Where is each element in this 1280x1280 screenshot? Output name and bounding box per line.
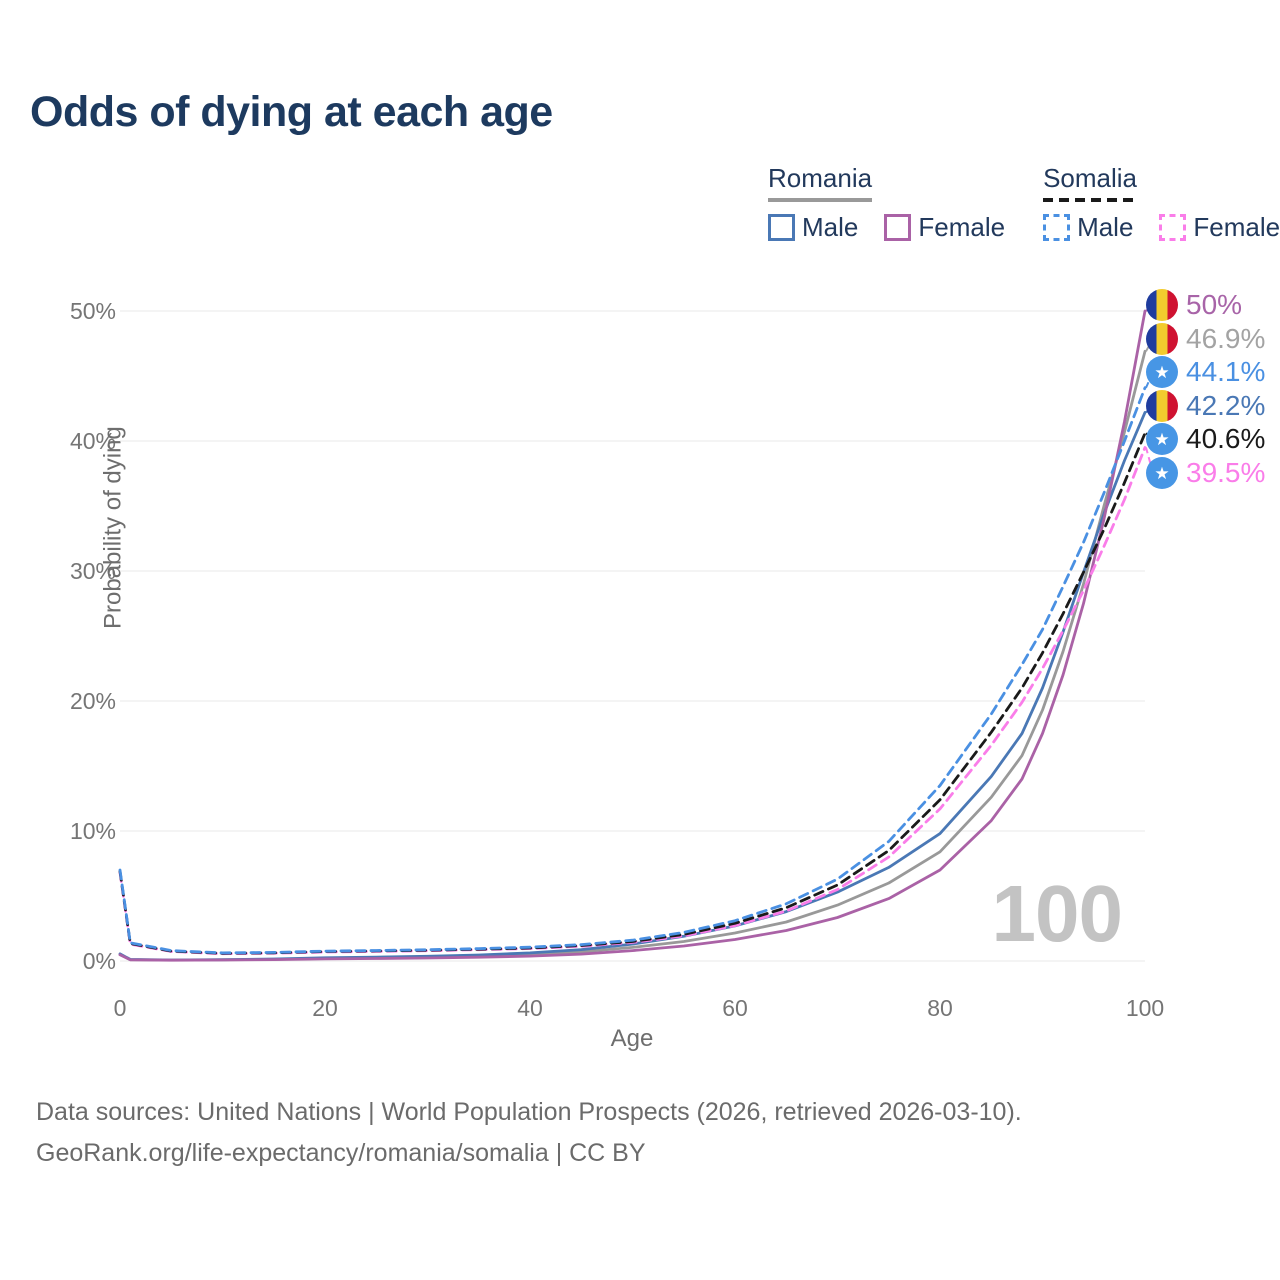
legend-country-label: Somalia (1043, 163, 1137, 202)
y-tick-label: 10% (69, 818, 116, 844)
romania-flag-icon (1146, 289, 1178, 321)
series-line-romania-female[interactable] (118, 309, 1147, 962)
end-value: 50% (1186, 289, 1243, 320)
x-axis-title: Age (610, 1025, 654, 1052)
legend-swatch (768, 214, 795, 241)
y-tick-label: 50% (69, 298, 116, 324)
star-icon: ★ (1154, 463, 1170, 483)
series-end-label: 46.9% (1146, 322, 1266, 355)
end-value: 44.1% (1186, 356, 1266, 388)
footer-attribution: GeoRank.org/life-expectancy/romania/soma… (36, 1139, 646, 1167)
footer: Data sources: United Nations | World Pop… (36, 1092, 1022, 1174)
x-tick-label: 80 (927, 995, 953, 1021)
x-tick-label: 20 (312, 995, 338, 1021)
somalia-flag-icon: ★ (1146, 457, 1178, 489)
legend-swatch (1043, 214, 1071, 241)
legend-swatch (1159, 214, 1187, 241)
y-tick-label: 0% (82, 948, 116, 974)
legend-item-romania-male[interactable]: Male (768, 212, 858, 243)
romania-flag-icon (1146, 389, 1178, 422)
legend-country-label: Romania (768, 163, 873, 202)
y-tick-label: 30% (69, 558, 116, 584)
legend-item-romania-female[interactable]: Female (884, 212, 1005, 243)
legend-country-line-style (768, 198, 873, 202)
series-line-romania[interactable] (118, 349, 1147, 962)
somalia-flag-icon: ★ (1146, 423, 1178, 456)
series-line-somalia[interactable] (118, 431, 1147, 955)
star-icon: ★ (1154, 429, 1170, 449)
hovered-age-watermark: 100 (991, 869, 1123, 958)
legend-group-romania: Romania Male Female (768, 163, 1005, 243)
x-tick-label: 60 (722, 995, 748, 1021)
x-tick-label: 0 (113, 995, 127, 1021)
end-value: 40.6% (1186, 423, 1266, 455)
x-tick-label: 100 (1125, 995, 1165, 1021)
legend: Romania Male Female Somalia Male Female (768, 163, 1280, 243)
series-end-label: ★ 39.5% (1146, 457, 1265, 489)
end-value: 42.2% (1186, 389, 1266, 421)
end-value: 39.5% (1186, 457, 1266, 488)
romania-flag-icon (1146, 322, 1178, 355)
x-tick-label: 40 (517, 995, 543, 1021)
legend-group-somalia: Somalia Male Female (1043, 163, 1280, 243)
series-end-label: ★ 44.1% (1146, 356, 1266, 389)
series-line-somalia-male[interactable] (118, 386, 1147, 955)
y-tick-label: 40% (69, 428, 116, 454)
series-line-romania-male[interactable] (118, 410, 1147, 962)
legend-item-somalia-male[interactable]: Male (1043, 212, 1133, 243)
legend-item-somalia-female[interactable]: Female (1159, 212, 1280, 243)
series-end-label: 42.2% (1146, 389, 1266, 422)
page-title: Odds of dying at each age (30, 88, 553, 136)
y-tick-label: 20% (69, 688, 116, 714)
legend-country-line-style (1043, 198, 1137, 202)
end-value: 46.9% (1186, 322, 1266, 354)
footer-sources: Data sources: United Nations | World Pop… (36, 1098, 1022, 1126)
series-end-label: 50% (1146, 289, 1242, 321)
legend-swatch (884, 214, 912, 241)
star-icon: ★ (1154, 362, 1170, 382)
somalia-flag-icon: ★ (1146, 356, 1178, 389)
series-end-label: ★ 40.6% (1146, 423, 1266, 456)
